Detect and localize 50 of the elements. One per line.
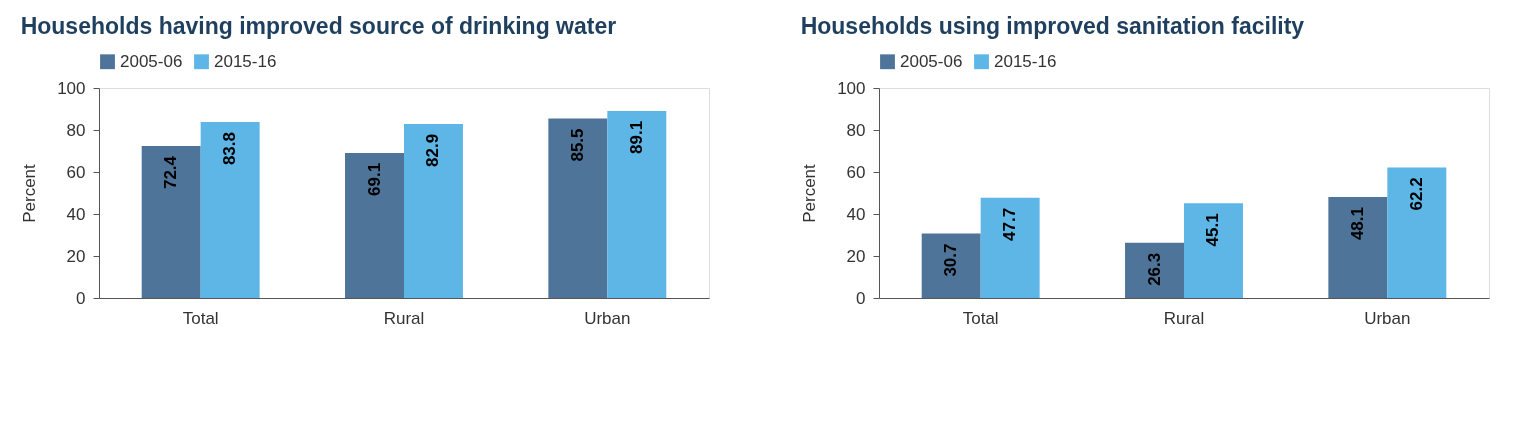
bar (1125, 242, 1184, 298)
bar (607, 110, 667, 298)
chart-title: Households using improved sanitation facility (800, 13, 1305, 39)
bar (980, 197, 1040, 298)
bar (921, 233, 981, 298)
y-tick-label: 60 (66, 162, 86, 182)
x-tick-label: Rural (383, 308, 425, 328)
legend-label: 2005-06 (120, 51, 183, 71)
y-tick-label: 80 (66, 120, 86, 140)
y-tick-label: 100 (57, 78, 86, 98)
data-label: 85.5 (567, 128, 587, 162)
bar (548, 118, 608, 298)
bar (200, 122, 260, 298)
x-tick-label: Total (962, 308, 999, 328)
data-label: 47.7 (1000, 207, 1020, 241)
y-axis-title: Percent (800, 163, 820, 223)
data-label: 26.3 (1144, 252, 1164, 286)
data-label: 69.1 (364, 162, 384, 196)
legend-label: 2015-16 (994, 51, 1057, 71)
x-tick-label: Rural (1163, 308, 1205, 328)
y-tick-label: 20 (846, 246, 866, 266)
data-label: 45.1 (1203, 213, 1223, 247)
data-label: 72.4 (161, 155, 181, 190)
bar (1387, 167, 1447, 298)
legend-label: 2015-16 (214, 51, 277, 71)
y-tick-label: 60 (846, 162, 866, 182)
bar (1184, 203, 1243, 298)
legend-label: 2005-06 (900, 51, 963, 71)
y-tick-label: 80 (846, 120, 866, 140)
y-tick-label: 0 (856, 288, 866, 308)
x-tick-label: Urban (584, 308, 631, 328)
y-tick-label: 20 (66, 246, 86, 266)
bar (1328, 196, 1388, 298)
y-axis-title: Percent (20, 163, 40, 223)
x-tick-label: Urban (1364, 308, 1411, 328)
y-tick-label: 40 (66, 204, 86, 224)
data-label: 30.7 (941, 243, 961, 277)
bar (141, 145, 201, 298)
data-label: 82.9 (423, 133, 443, 167)
data-label: 62.2 (1406, 177, 1426, 211)
bar (345, 152, 404, 298)
y-tick-label: 0 (76, 288, 86, 308)
y-tick-label: 40 (846, 204, 866, 224)
data-label: 48.1 (1347, 206, 1367, 241)
data-label: 83.8 (220, 132, 240, 166)
x-tick-label: Total (182, 308, 219, 328)
bar (404, 123, 463, 298)
y-tick-label: 100 (837, 78, 866, 98)
chart-title: Households having improved source of drinking water (20, 13, 617, 39)
data-label: 89.1 (626, 120, 646, 154)
